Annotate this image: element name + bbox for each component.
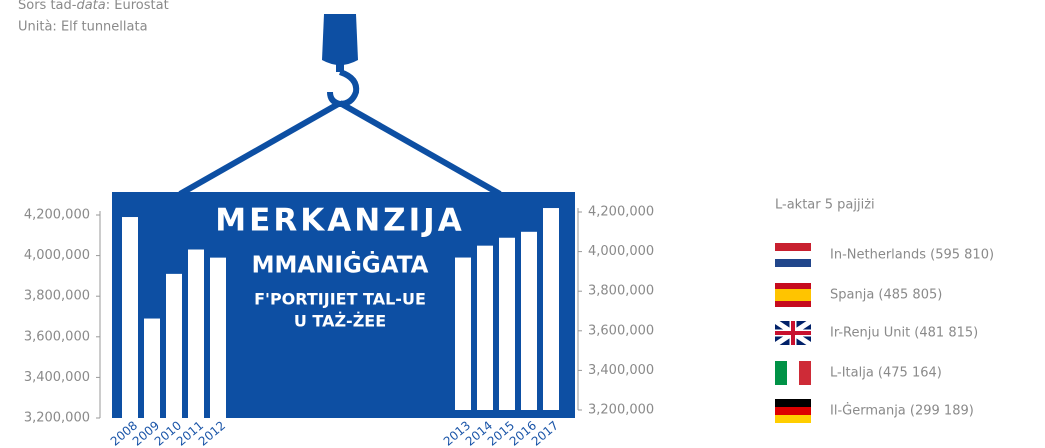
bar: [210, 258, 226, 418]
legend-title: L-aktar 5 pajjiżi: [775, 198, 875, 213]
crane-hook: [180, 14, 500, 194]
y-tick-label: 3,200,000: [588, 403, 654, 418]
bar: [477, 246, 493, 410]
title-line: F'PORTIJIET TAL-UE: [254, 290, 426, 309]
legend-item: L-Italja (475 164): [830, 366, 942, 381]
legend-item: Spanja (485 805): [830, 288, 942, 303]
bar: [543, 208, 559, 410]
bar: [499, 238, 515, 410]
y-tick-label: 3,400,000: [24, 370, 90, 385]
y-tick-label: 4,200,000: [588, 205, 654, 220]
title-line: MERKANZIJA: [215, 203, 464, 239]
source: Sors tad-data: Eurostat: [18, 0, 169, 13]
bar: [166, 274, 182, 418]
title-line: U TAŻ-ŻEE: [294, 312, 386, 331]
y-tick-label: 3,400,000: [588, 363, 654, 378]
unit: Unità: Elf tunnellata: [18, 20, 148, 35]
flags: [775, 243, 811, 423]
y-tick-label: 3,800,000: [24, 289, 90, 304]
bar: [144, 319, 160, 418]
legend-item: Il-Ġermanja (299 189): [830, 402, 974, 419]
legend-item: Ir-Renju Unit (481 815): [830, 326, 978, 341]
infographic: Sors tad-data: Eurostat Unità: Elf tunne…: [0, 0, 1045, 448]
y-tick-label: 3,600,000: [24, 329, 90, 344]
legend-item: In-Netherlands (595 810): [830, 248, 994, 263]
y-tick-label: 4,000,000: [24, 248, 90, 263]
y-tick-label: 3,200,000: [24, 411, 90, 426]
y-tick-label: 4,000,000: [588, 244, 654, 259]
bar: [122, 217, 138, 418]
bar: [521, 232, 537, 410]
y-tick-label: 3,800,000: [588, 284, 654, 299]
y-tick-label: 4,200,000: [24, 208, 90, 223]
y-tick-label: 3,600,000: [588, 323, 654, 338]
bar: [455, 258, 471, 410]
bar: [188, 250, 204, 418]
title-line: MMANIĠĠATA: [252, 251, 429, 279]
